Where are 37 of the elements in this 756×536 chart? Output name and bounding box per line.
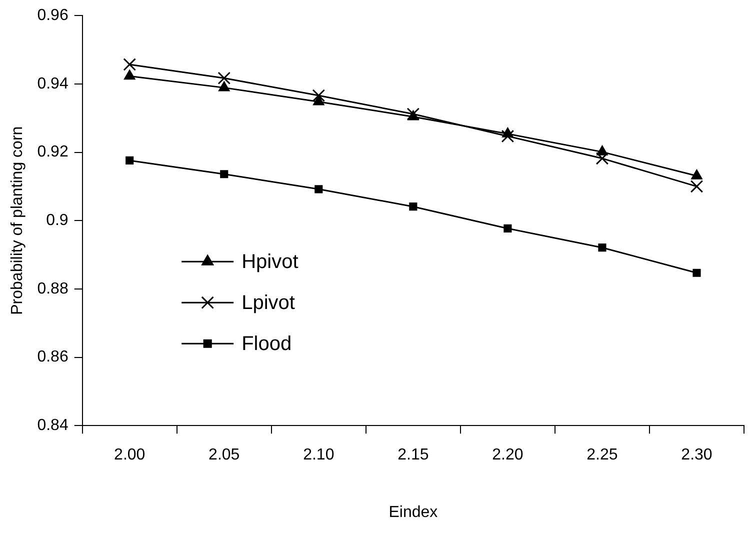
y-tick-label: 0.88 [37,280,68,298]
legend-label: Lpivot [242,292,296,314]
x-tick-label: 2.20 [492,446,524,464]
point [124,70,136,80]
y-tick-label: 0.94 [37,75,68,92]
point [123,58,136,71]
point [218,81,230,92]
x-tick-label: 2.00 [114,446,146,464]
point [596,145,608,156]
y-axis-title: Probability of planting corn [9,126,26,315]
x-tick-label: 2.15 [398,446,429,464]
point [218,72,231,85]
point [312,95,324,106]
x-tick-label: 2.05 [208,446,240,464]
point [314,185,323,194]
point [504,224,512,232]
x-tick-label: 2.25 [586,446,618,464]
point [596,152,609,165]
y-tick-label: 0.96 [37,7,68,24]
x-tick-label: 2.10 [303,446,334,464]
y-tick-label: 0.92 [37,144,68,161]
point [220,170,228,178]
point [409,202,418,211]
y-tick-label: 0.9 [46,212,68,230]
point [598,244,606,252]
legend-label: Hpivot [242,251,299,274]
point [312,89,326,102]
x-tick-label: 2.30 [681,446,712,464]
point [692,268,701,277]
y-tick-label: 0.86 [37,348,68,366]
point [126,156,134,164]
y-tick-label: 0.84 [37,417,68,434]
point [691,169,702,180]
x-axis-title: Eindex [388,504,438,521]
point [501,130,514,143]
point [690,180,704,193]
legend-label: Flood [242,333,292,356]
